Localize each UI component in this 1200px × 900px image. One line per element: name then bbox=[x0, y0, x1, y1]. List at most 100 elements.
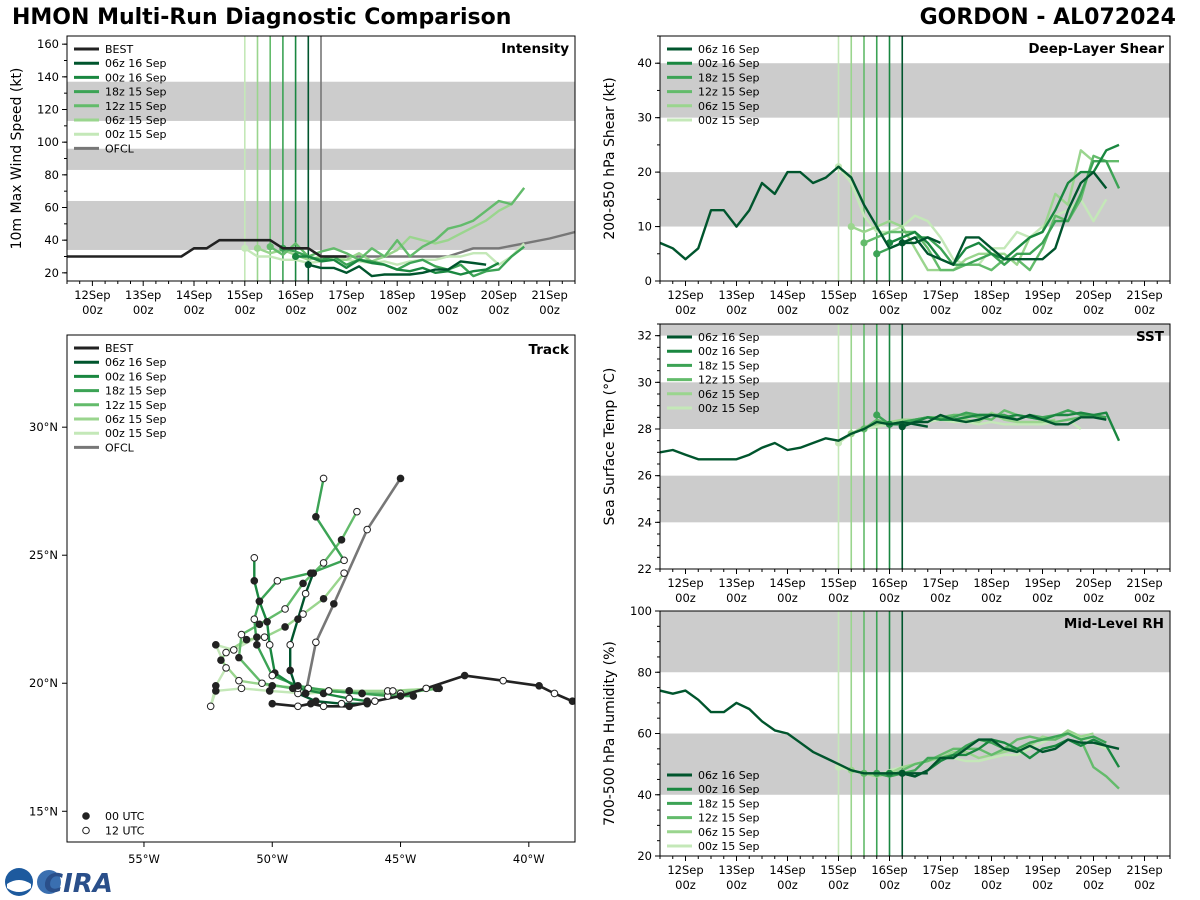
x-tick-label: 13Sep bbox=[718, 288, 754, 302]
legend-label: 06z 15 Sep bbox=[105, 114, 167, 127]
track-marker-12utc bbox=[389, 687, 397, 695]
x-tick-sublabel: 00z bbox=[387, 303, 408, 317]
track-marker-00utc bbox=[242, 635, 251, 644]
legend-label: 18z 15 Sep bbox=[698, 797, 760, 810]
y-tick-label: 60 bbox=[637, 727, 652, 741]
y-tick-label: 40 bbox=[637, 56, 652, 70]
x-tick-label: 15Sep bbox=[820, 288, 856, 302]
track-marker-12utc bbox=[260, 633, 269, 641]
y-tick-label: 80 bbox=[44, 168, 59, 182]
ofcl-track-line bbox=[304, 477, 402, 694]
track-marker-00utc bbox=[409, 692, 418, 700]
track-marker-00utc bbox=[281, 623, 289, 631]
x-tick-sublabel: 00z bbox=[930, 303, 951, 317]
track-line-2 bbox=[253, 478, 414, 698]
init-marker bbox=[873, 411, 881, 419]
x-tick-sublabel: 00z bbox=[675, 591, 696, 605]
track-lines bbox=[206, 474, 575, 711]
x-tick-sublabel: 00z bbox=[1134, 878, 1155, 892]
y-tick-label: 30 bbox=[637, 375, 652, 389]
legend-label: OFCL bbox=[105, 441, 135, 454]
panel-title: Deep-Layer Shear bbox=[1028, 41, 1164, 57]
legend-label: 12z 15 Sep bbox=[105, 100, 167, 113]
x-tick-sublabel: 00z bbox=[675, 303, 696, 317]
x-tick-label: 16Sep bbox=[871, 576, 907, 590]
y-tick-label: 25°N bbox=[29, 548, 58, 562]
x-tick-sublabel: 00z bbox=[879, 303, 900, 317]
forecast-line-3 bbox=[863, 154, 1119, 272]
y-axis-label: Sea Surface Temp (°C) bbox=[602, 368, 618, 526]
init-marker bbox=[266, 243, 274, 251]
legend-label: 00z 16 Sep bbox=[698, 783, 760, 796]
track-marker-12utc bbox=[273, 577, 282, 585]
x-tick-label: 14Sep bbox=[769, 288, 805, 302]
legend-label: 00z 15 Sep bbox=[698, 114, 760, 127]
legend-label: 06z 15 Sep bbox=[698, 826, 760, 839]
y-tick-label: 0 bbox=[645, 274, 652, 288]
track-marker-12utc bbox=[258, 679, 266, 688]
x-tick-sublabel: 00z bbox=[777, 591, 798, 605]
x-tick-sublabel: 00z bbox=[777, 303, 798, 317]
panel-title: Intensity bbox=[501, 41, 569, 57]
track-marker-12utc bbox=[319, 702, 328, 711]
x-tick-sublabel: 00z bbox=[1134, 303, 1155, 317]
init-marker bbox=[241, 244, 249, 252]
track-marker-12utc bbox=[250, 553, 259, 562]
legend-label: 18z 15 Sep bbox=[105, 86, 167, 99]
track-marker-00utc bbox=[253, 641, 261, 649]
legend-label: 12z 15 Sep bbox=[698, 374, 760, 387]
x-tick-label: 19Sep bbox=[1024, 576, 1060, 590]
track-marker-00utc bbox=[396, 692, 405, 700]
x-tick-label: 19Sep bbox=[430, 288, 466, 302]
y-tick-label: 20 bbox=[637, 849, 652, 863]
series-group bbox=[660, 689, 1121, 790]
x-tick-sublabel: 00z bbox=[234, 303, 255, 317]
track-marker-00utc bbox=[432, 684, 441, 693]
forecast-line-2 bbox=[876, 159, 1121, 266]
x-tick-label: 15Sep bbox=[820, 863, 856, 877]
y-tick-label: 140 bbox=[37, 70, 59, 84]
legend-label: 06z 16 Sep bbox=[698, 43, 760, 56]
forecast-line-2 bbox=[282, 245, 525, 278]
track-marker-00utc bbox=[301, 689, 310, 698]
x-tick-label: 15Sep bbox=[227, 288, 263, 302]
track-marker-00utc bbox=[568, 697, 575, 705]
x-tick-label: 18Sep bbox=[973, 863, 1009, 877]
track-marker-00utc bbox=[337, 536, 346, 544]
forecast-line-1 bbox=[295, 255, 500, 276]
legend-label: 18z 15 Sep bbox=[698, 71, 760, 84]
init-marker bbox=[304, 261, 312, 269]
x-tick-label: 21Sep bbox=[1126, 576, 1162, 590]
x-tick-label: 40°W bbox=[513, 852, 545, 866]
x-tick-label: 55°W bbox=[128, 852, 160, 866]
forecast-line-3 bbox=[269, 187, 526, 261]
track-marker-12utc bbox=[281, 605, 289, 613]
track-marker-12utc bbox=[319, 474, 328, 483]
axes-frame bbox=[66, 334, 576, 843]
track-marker-12utc bbox=[340, 569, 348, 577]
x-tick-sublabel: 00z bbox=[930, 878, 951, 892]
x-tick-sublabel: 00z bbox=[1032, 878, 1053, 892]
track-marker-12utc bbox=[268, 671, 277, 680]
init-marker bbox=[253, 244, 262, 252]
x-tick-label: 12Sep bbox=[667, 863, 703, 877]
best-track-line bbox=[660, 689, 928, 775]
track-marker-00utc bbox=[312, 513, 320, 521]
x-tick-label: 17Sep bbox=[922, 288, 958, 302]
x-tick-sublabel: 00z bbox=[1032, 591, 1053, 605]
y-tick-label: 15°N bbox=[29, 804, 58, 818]
legend-label: 06z 16 Sep bbox=[698, 331, 760, 344]
threshold-band bbox=[660, 63, 1170, 118]
x-tick-sublabel: 00z bbox=[777, 878, 798, 892]
legend-label: BEST bbox=[105, 43, 133, 56]
init-marker bbox=[860, 239, 868, 247]
x-tick-sublabel: 00z bbox=[726, 878, 747, 892]
track-marker-00utc bbox=[358, 689, 366, 698]
legend-label: 06z 16 Sep bbox=[698, 769, 760, 782]
track-marker-12utc bbox=[299, 610, 307, 618]
y-tick-label: 28 bbox=[637, 422, 652, 436]
init-marker bbox=[873, 250, 881, 258]
track-marker-12utc bbox=[294, 702, 302, 711]
track-marker-12utc bbox=[353, 507, 361, 516]
x-tick-label: 21Sep bbox=[1126, 863, 1162, 877]
